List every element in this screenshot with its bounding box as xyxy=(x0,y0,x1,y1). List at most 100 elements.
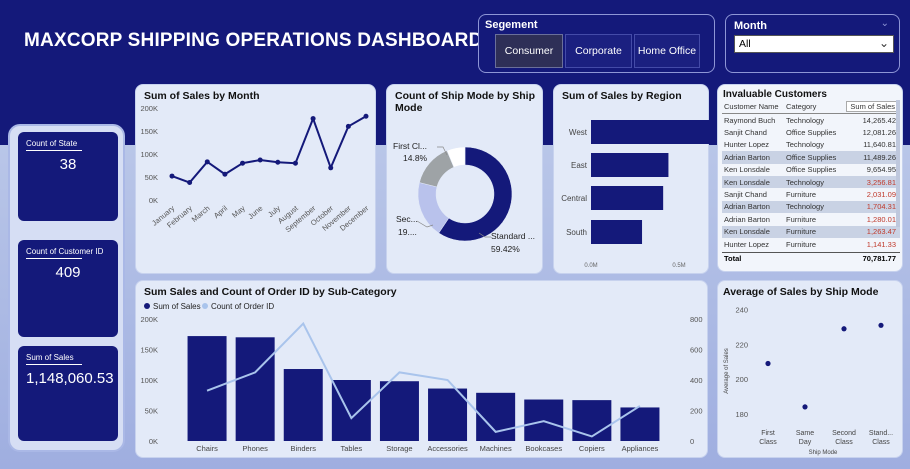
pie-slice xyxy=(438,146,513,242)
customer-name-cell: Ken Lonsdale xyxy=(724,177,770,187)
category-cell: Technology xyxy=(786,140,824,150)
pie-slice xyxy=(446,146,466,168)
kpi-card-customer-count: Count of Customer ID 409 xyxy=(18,240,118,337)
month-dropdown-value: All xyxy=(739,38,751,50)
column-header[interactable]: Sum of Sales xyxy=(846,101,898,112)
data-point xyxy=(363,113,369,119)
category-label: Central xyxy=(561,194,587,203)
x-tick-label: Day xyxy=(799,439,812,446)
table-scrollbar[interactable] xyxy=(896,100,900,227)
category-label: East xyxy=(571,161,588,170)
y2-tick-label: 800 xyxy=(690,315,703,324)
x-tick-label: Same xyxy=(796,430,814,437)
chart-title: Sum of Sales by Month xyxy=(144,90,260,102)
category-cell: Office Supplies xyxy=(786,152,837,162)
order-count-line xyxy=(206,321,641,438)
x-tick-label: Tables xyxy=(341,444,363,453)
table-row[interactable]: Sanjit Chand Furniture 2,031.09 xyxy=(722,188,900,200)
total-value: 70,781.77 xyxy=(862,254,896,264)
chart-title: Sum of Sales by Region xyxy=(562,90,682,102)
table-row[interactable]: Adrian Barton Office Supplies 11,489.26 xyxy=(722,151,900,164)
y-tick-label: 200K xyxy=(140,315,158,324)
y-tick-label: 200K xyxy=(140,104,158,113)
segment-slicer: Segement Consumer Corporate Home Office xyxy=(478,14,715,73)
page-title: MAXCORP SHIPPING OPERATIONS DASHBOARD xyxy=(24,30,483,51)
avg-sales-scatter-chart: 180 200 220 240 Average of Sales First Class Sa… xyxy=(724,306,893,456)
x-tick-label: Stand... xyxy=(869,430,893,437)
data-point xyxy=(240,160,246,166)
customer-name-cell: Adrian Barton xyxy=(724,202,770,212)
data-point xyxy=(802,404,808,410)
table-row[interactable]: Raymond Buch Technology 14,265.42 xyxy=(722,114,900,126)
subcategory-combo-chart: Sum of Sales Count of Order ID 0K 50K 100K 15… xyxy=(140,302,703,453)
sales-bar xyxy=(620,407,660,441)
kpi-panel: Count of State 38 Count of Customer ID 4… xyxy=(8,124,125,452)
chart-title: Sum Sales and Count of Order ID by Sub-C… xyxy=(144,286,397,298)
category-cell: Technology xyxy=(786,177,824,187)
legend-marker xyxy=(202,303,208,309)
sales-cell: 1,263.47 xyxy=(866,227,896,237)
leader-line xyxy=(416,220,434,228)
kpi-card-state-count: Count of State 38 xyxy=(18,132,118,221)
data-point xyxy=(275,159,281,165)
customer-name-cell: Hunter Lopez xyxy=(724,140,770,150)
leader-line xyxy=(478,232,491,238)
segment-option-home-office[interactable]: Home Office xyxy=(634,34,700,68)
segment-option-corporate[interactable]: Corporate xyxy=(565,34,632,68)
sales-bar xyxy=(379,381,419,441)
month-dropdown[interactable]: All ⌄ xyxy=(734,35,894,53)
sales-bar xyxy=(283,369,323,441)
data-point xyxy=(765,360,771,367)
segment-option-consumer[interactable]: Consumer xyxy=(495,34,563,68)
x-tick-label: April xyxy=(212,203,230,220)
x-tick-label: May xyxy=(230,203,247,219)
x-tick-label: Storage xyxy=(386,444,412,453)
month-slicer: Month ⌄ All ⌄ xyxy=(725,14,900,73)
table-title: Invaluable Customers xyxy=(723,89,827,100)
sales-cell: 2,031.09 xyxy=(866,190,896,200)
y2-tick-label: 200 xyxy=(690,407,703,416)
customer-name-cell: Sanjit Chand xyxy=(724,190,767,200)
data-point xyxy=(292,160,298,166)
sales-by-region-chart: West East Central South 0.0M 0.5M xyxy=(561,120,710,269)
sales-cell: 11,640.81 xyxy=(863,140,896,150)
table-row[interactable]: Hunter Lopez Furniture 1,141.33 xyxy=(722,238,900,250)
table-row[interactable]: Ken Lonsdale Furniture 1,263.47 xyxy=(722,225,900,238)
sales-cell: 1,704.31 xyxy=(866,202,896,212)
table-row[interactable]: Ken Lonsdale Technology 3,256.81 xyxy=(722,175,900,189)
table-total-row: Total 70,781.77 xyxy=(722,252,900,264)
category-cell: Office Supplies xyxy=(786,128,837,138)
segment-slicer-label: Segement xyxy=(485,19,538,31)
customer-name-cell: Ken Lonsdale xyxy=(724,227,770,237)
table-row[interactable]: Adrian Barton Technology 1,704.31 xyxy=(722,200,900,214)
column-header[interactable]: Customer Name xyxy=(724,102,779,111)
sales-bar xyxy=(572,400,612,441)
table-row[interactable]: Sanjit Chand Office Supplies 12,081.26 xyxy=(722,126,900,138)
table-body: Raymond Buch Technology 14,265.42 Sanjit Ch… xyxy=(722,114,900,250)
slice-label: Sec... xyxy=(396,214,418,224)
table-row[interactable]: Adrian Barton Furniture 1,280.01 xyxy=(722,213,900,225)
x-tick-label: Copiers xyxy=(579,444,605,453)
legend-label: Sum of Sales xyxy=(153,302,201,311)
customers-table-panel: Invaluable Customers Customer Name Categ… xyxy=(717,84,903,272)
x-tick-label: March xyxy=(190,204,212,224)
category-label: West xyxy=(569,128,588,137)
table-row[interactable]: Hunter Lopez Technology 11,640.81 xyxy=(722,139,900,151)
sales-cell: 1,141.33 xyxy=(866,239,896,249)
category-cell: Technology xyxy=(786,202,824,212)
x-tick-label: Binders xyxy=(291,444,317,453)
sales-by-month-panel: Sum of Sales by Month 0K 50K 100K 150K 200K J… xyxy=(135,84,376,274)
kpi-value: 38 xyxy=(59,156,77,173)
y-tick-label: 240 xyxy=(735,306,748,315)
sales-cell: 12,081.26 xyxy=(862,128,896,138)
y-tick-label: 150K xyxy=(140,346,158,355)
sales-cell: 1,280.01 xyxy=(866,214,896,224)
sales-bar xyxy=(187,336,227,441)
kpi-card-sales-sum: Sum of Sales 1,148,060.53 xyxy=(18,346,118,441)
x-tick-label: Class xyxy=(835,439,853,446)
chevron-down-icon: ⌄ xyxy=(880,18,889,29)
column-header[interactable]: Category xyxy=(786,102,817,111)
table-row[interactable]: Ken Lonsdale Office Supplies 9,654.95 xyxy=(722,164,900,176)
kpi-label: Count of State xyxy=(26,139,83,151)
month-slicer-label: Month xyxy=(734,20,767,32)
